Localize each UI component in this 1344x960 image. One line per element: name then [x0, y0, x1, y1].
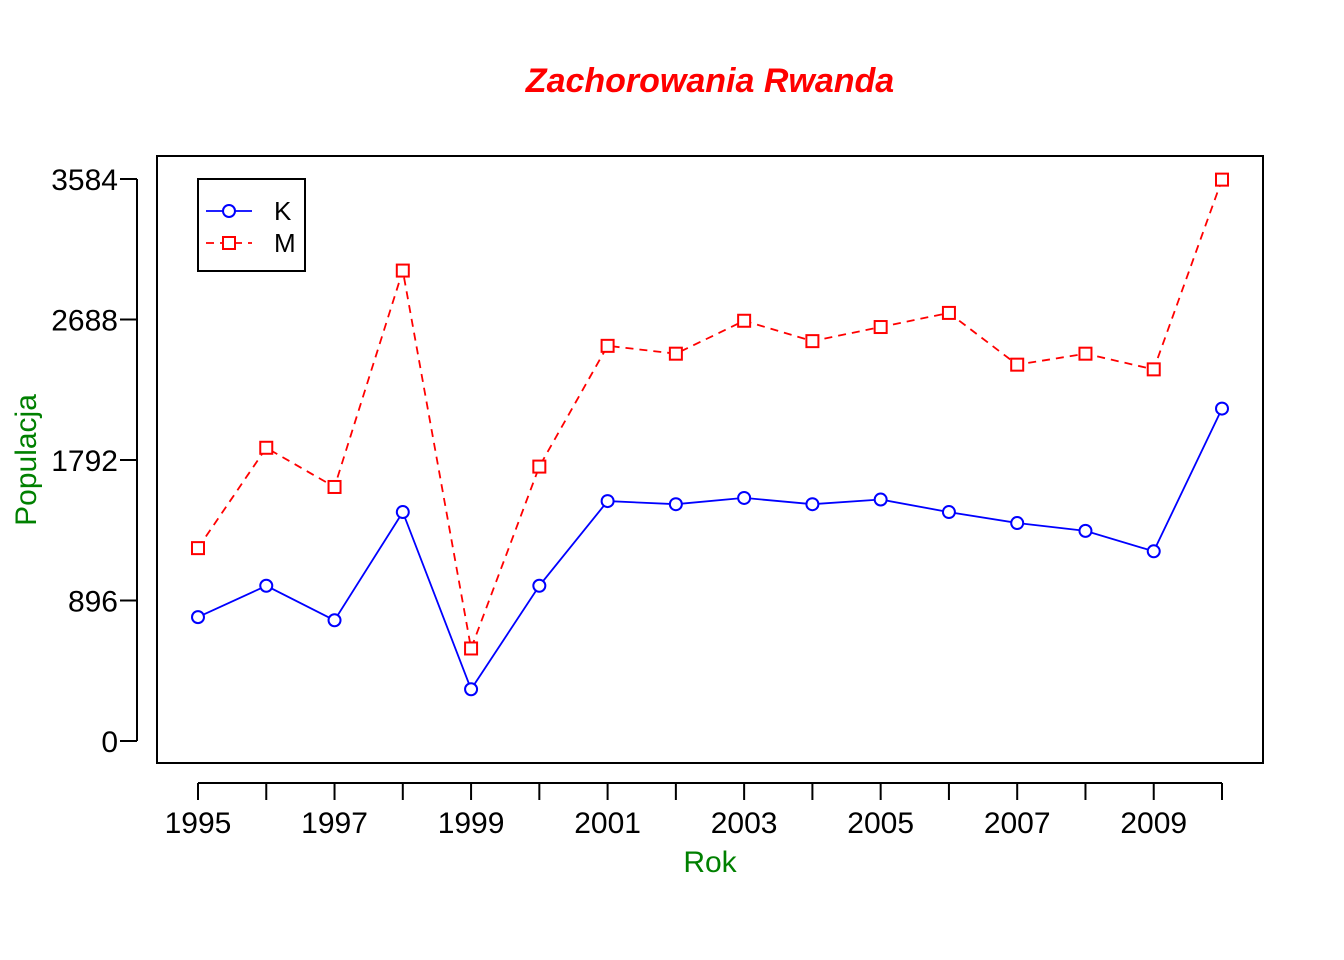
- legend: KM: [197, 178, 306, 272]
- legend-box: [197, 178, 306, 272]
- data-point: [1215, 172, 1229, 187]
- chart-title: Zachorowania Rwanda: [525, 62, 894, 100]
- x-tick-label: 2003: [711, 807, 778, 840]
- data-point: [873, 492, 888, 507]
- legend-item-m: M: [206, 228, 296, 258]
- data-point: [737, 313, 752, 328]
- y-tick-label: 3584: [51, 164, 118, 197]
- data-point: [668, 497, 683, 512]
- x-tick-label: 2005: [847, 807, 914, 840]
- y-axis: 0 896 1792 2688 3584: [51, 164, 138, 759]
- x-tick-label: 2007: [984, 807, 1051, 840]
- series-line: [197, 179, 1223, 652]
- data-point: [532, 459, 547, 474]
- x-tick-label: 1995: [165, 807, 232, 840]
- series-layer: [191, 172, 1229, 697]
- data-point: [1146, 362, 1161, 377]
- data-point: [1078, 346, 1093, 361]
- x-tick-label: 2009: [1120, 807, 1187, 840]
- y-tick-label: 0: [101, 726, 118, 759]
- data-point: [1010, 357, 1025, 372]
- x-axis: 1995 1997 1999 2001 2003 2005 2007 2009: [165, 782, 1223, 840]
- data-point: [395, 505, 410, 520]
- series-line: [197, 408, 1223, 692]
- data-point: [191, 541, 205, 556]
- data-point: [1078, 523, 1093, 538]
- data-point: [395, 263, 410, 278]
- data-point: [259, 440, 274, 455]
- x-tick-label: 1997: [301, 807, 368, 840]
- series-m: [191, 172, 1229, 656]
- series-k: [191, 401, 1229, 697]
- plot-area-border: [156, 155, 1264, 764]
- x-tick-label: 1999: [438, 807, 505, 840]
- data-point: [941, 305, 956, 320]
- data-point: [464, 641, 479, 656]
- data-point: [600, 338, 615, 353]
- data-point: [737, 490, 752, 505]
- data-point: [1010, 516, 1025, 531]
- legend-label: K: [274, 196, 292, 226]
- x-axis-title: Rok: [683, 846, 737, 879]
- legend-marker: [222, 204, 236, 218]
- y-tick-label: 896: [68, 586, 118, 619]
- data-point: [668, 346, 683, 361]
- data-point: [191, 610, 205, 625]
- data-point: [327, 479, 342, 494]
- x-tick-label: 2001: [574, 807, 641, 840]
- data-point: [464, 682, 479, 697]
- data-point: [1146, 544, 1161, 559]
- data-point: [873, 320, 888, 335]
- legend-item-k: K: [206, 196, 292, 226]
- data-point: [532, 578, 547, 593]
- y-axis-title: Populacja: [10, 394, 43, 526]
- data-point: [259, 578, 274, 593]
- y-tick-label: 2688: [51, 305, 118, 338]
- y-tick-label: 1792: [51, 445, 118, 478]
- data-point: [600, 494, 615, 509]
- data-point: [805, 334, 820, 349]
- legend-marker: [222, 236, 236, 250]
- legend-label: M: [274, 228, 296, 258]
- data-point: [941, 505, 956, 520]
- data-point: [327, 613, 342, 628]
- data-point: [1215, 401, 1229, 416]
- data-point: [805, 497, 820, 512]
